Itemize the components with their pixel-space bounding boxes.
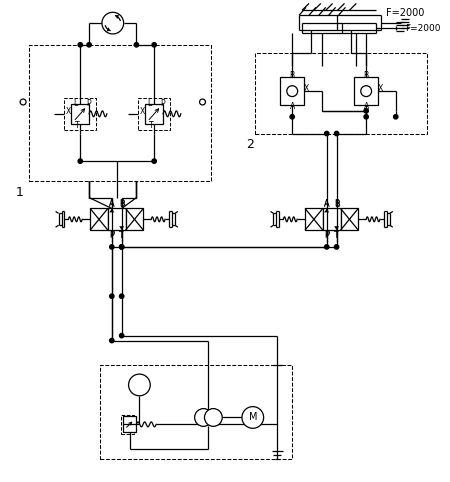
Text: F=2000: F=2000 bbox=[405, 24, 441, 33]
Polygon shape bbox=[109, 209, 114, 213]
Text: 1: 1 bbox=[15, 186, 23, 199]
Bar bbox=[123, 416, 136, 432]
Circle shape bbox=[110, 338, 114, 343]
Text: T: T bbox=[149, 121, 153, 130]
Circle shape bbox=[120, 294, 124, 298]
Circle shape bbox=[364, 115, 369, 119]
Text: F=2000: F=2000 bbox=[386, 8, 424, 18]
Text: P: P bbox=[160, 99, 164, 108]
Text: X: X bbox=[66, 107, 71, 116]
Bar bbox=[354, 77, 378, 105]
Text: T: T bbox=[334, 230, 339, 240]
Circle shape bbox=[78, 42, 82, 47]
Circle shape bbox=[20, 99, 26, 105]
Text: P: P bbox=[324, 230, 329, 240]
Text: X: X bbox=[140, 107, 145, 116]
Text: T: T bbox=[119, 230, 124, 240]
Circle shape bbox=[134, 42, 139, 47]
Text: T: T bbox=[119, 229, 124, 239]
Text: B: B bbox=[119, 200, 125, 209]
Bar bbox=[72, 104, 89, 124]
Polygon shape bbox=[324, 209, 329, 213]
Bar bbox=[139, 98, 170, 130]
Circle shape bbox=[129, 374, 150, 396]
Circle shape bbox=[290, 115, 294, 119]
Circle shape bbox=[120, 245, 124, 249]
Circle shape bbox=[324, 132, 329, 136]
Text: B: B bbox=[364, 71, 369, 80]
Text: X: X bbox=[303, 84, 309, 93]
Text: T: T bbox=[334, 229, 339, 239]
Bar bbox=[64, 98, 96, 130]
Circle shape bbox=[324, 245, 329, 249]
Bar bbox=[29, 45, 212, 181]
Bar bbox=[280, 77, 304, 105]
Bar bbox=[341, 209, 358, 230]
Circle shape bbox=[364, 109, 369, 113]
Text: P: P bbox=[109, 230, 114, 240]
Bar bbox=[100, 365, 292, 459]
Polygon shape bbox=[334, 226, 339, 230]
Bar bbox=[323, 209, 341, 230]
Circle shape bbox=[361, 86, 372, 96]
Text: A: A bbox=[364, 102, 369, 111]
Circle shape bbox=[204, 409, 222, 427]
Text: B: B bbox=[290, 71, 295, 80]
Text: A: A bbox=[324, 200, 329, 209]
Circle shape bbox=[334, 245, 339, 249]
Circle shape bbox=[120, 334, 124, 338]
Circle shape bbox=[102, 12, 124, 34]
Text: P: P bbox=[86, 99, 90, 108]
Circle shape bbox=[152, 159, 156, 163]
Circle shape bbox=[242, 407, 264, 428]
Polygon shape bbox=[106, 27, 110, 32]
Text: A: A bbox=[109, 200, 115, 209]
Bar bbox=[121, 415, 135, 434]
Circle shape bbox=[334, 132, 339, 136]
Bar bbox=[145, 104, 163, 124]
Text: L: L bbox=[147, 99, 151, 108]
Text: B: B bbox=[119, 199, 124, 208]
Bar bbox=[305, 209, 323, 230]
Bar bbox=[108, 209, 126, 230]
Polygon shape bbox=[116, 14, 119, 19]
Text: P: P bbox=[109, 229, 114, 239]
Text: A: A bbox=[109, 199, 114, 208]
Circle shape bbox=[78, 159, 82, 163]
Text: P: P bbox=[324, 229, 329, 239]
Text: A: A bbox=[290, 102, 295, 111]
Circle shape bbox=[120, 245, 124, 249]
Bar bbox=[126, 209, 144, 230]
Text: L: L bbox=[73, 99, 77, 108]
Circle shape bbox=[87, 42, 91, 47]
Circle shape bbox=[199, 99, 206, 105]
Circle shape bbox=[287, 86, 297, 96]
Circle shape bbox=[110, 245, 114, 249]
Text: B: B bbox=[333, 200, 340, 209]
Circle shape bbox=[194, 409, 212, 427]
Bar bbox=[255, 53, 428, 134]
Text: T: T bbox=[75, 121, 80, 130]
Bar bbox=[90, 209, 108, 230]
Text: A: A bbox=[324, 199, 329, 208]
Text: B: B bbox=[334, 199, 339, 208]
Polygon shape bbox=[119, 226, 124, 230]
Text: 2: 2 bbox=[246, 138, 254, 151]
Text: M: M bbox=[248, 413, 257, 423]
Circle shape bbox=[110, 294, 114, 298]
Text: X: X bbox=[378, 84, 382, 93]
Circle shape bbox=[394, 115, 398, 119]
Circle shape bbox=[152, 42, 156, 47]
